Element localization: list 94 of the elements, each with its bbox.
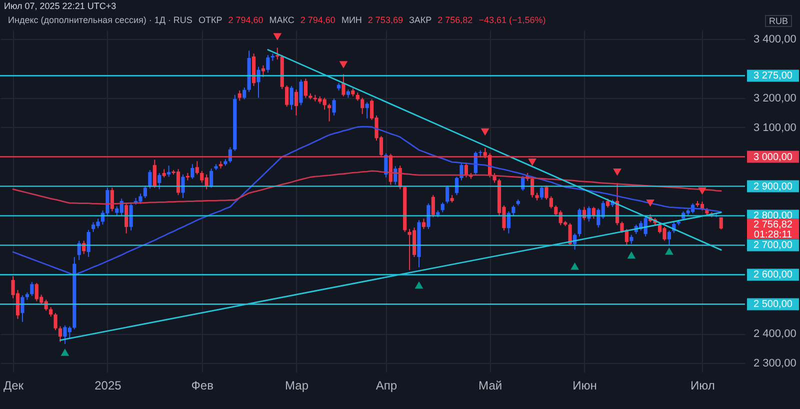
text: МАКС bbox=[269, 15, 294, 25]
y-tick-label: 3 100,00 bbox=[754, 122, 796, 134]
candlestick bbox=[261, 64, 266, 78]
candlestick bbox=[426, 202, 430, 230]
text: 2 794,60 bbox=[300, 15, 336, 25]
candlestick bbox=[167, 165, 171, 178]
candlestick bbox=[54, 312, 58, 331]
candlestick bbox=[360, 97, 364, 115]
candlestick bbox=[294, 89, 298, 116]
y-tick-label: 2 400,00 bbox=[754, 328, 796, 340]
point bbox=[273, 33, 282, 40]
candlestick bbox=[158, 172, 162, 190]
candlestick bbox=[422, 218, 426, 230]
point bbox=[339, 61, 348, 68]
text: −43,61 (−1,56%) bbox=[478, 15, 546, 25]
candlestick bbox=[58, 326, 62, 342]
candlestick bbox=[129, 202, 133, 231]
x-tick-label: Май bbox=[478, 378, 502, 392]
point bbox=[698, 187, 706, 195]
ref-line-label: 2 700,00 bbox=[754, 240, 793, 252]
candlestick bbox=[328, 103, 332, 122]
candlestick bbox=[242, 86, 246, 100]
text: МИН bbox=[341, 15, 362, 25]
candlestick bbox=[667, 230, 671, 246]
x-tick-label: Мар bbox=[285, 378, 309, 392]
y-tick-label: 3 400,00 bbox=[754, 33, 796, 46]
point bbox=[60, 348, 70, 356]
candlestick bbox=[143, 185, 147, 199]
candlestick bbox=[431, 194, 435, 218]
candlestick bbox=[276, 47, 280, 60]
candlestick bbox=[365, 102, 369, 119]
candlestick bbox=[719, 216, 723, 230]
ref-line-label: 2 800,00 bbox=[754, 210, 793, 222]
candlestick bbox=[540, 186, 544, 200]
candlestick bbox=[568, 222, 572, 246]
ref-line-label: 3 275,00 bbox=[754, 70, 793, 82]
ref-line-label: 2 600,00 bbox=[754, 270, 793, 281]
candlestick bbox=[512, 204, 516, 216]
text: ЗАКР bbox=[408, 15, 432, 25]
chart-title: Июл 07, 2025 22:21 UTC+3 bbox=[4, 1, 116, 11]
text: 2 756,82 bbox=[754, 219, 793, 230]
point bbox=[480, 128, 490, 136]
y-tick-label: 2 300,00 bbox=[754, 358, 796, 370]
candlestick bbox=[256, 66, 260, 98]
candlestick bbox=[290, 86, 294, 110]
candlestick bbox=[460, 162, 464, 181]
candlestick bbox=[446, 185, 450, 204]
candlestick bbox=[266, 54, 270, 74]
x-tick-label: Июл bbox=[690, 378, 715, 392]
chart-subtitle: Индекс (дополнительная сессия) · 1Д · RUS bbox=[8, 15, 192, 25]
point bbox=[627, 251, 636, 259]
text: 2 756,82 bbox=[438, 15, 473, 25]
candlestick bbox=[464, 162, 468, 178]
candlestick bbox=[209, 168, 214, 188]
candlestick bbox=[549, 196, 553, 209]
candlestick bbox=[238, 90, 242, 102]
point bbox=[414, 281, 424, 289]
text: RUB bbox=[764, 15, 792, 27]
candlestick bbox=[30, 282, 34, 296]
text: ОТКР bbox=[198, 15, 222, 25]
y-tick-label: 3 200,00 bbox=[754, 92, 796, 104]
x-tick-label: Июн bbox=[572, 378, 597, 392]
candlestick bbox=[195, 160, 199, 175]
candlestick bbox=[342, 74, 346, 97]
candlestick bbox=[190, 164, 194, 180]
ref-line-label: 2 500,00 bbox=[754, 299, 793, 310]
candlestick bbox=[299, 79, 303, 106]
text: 01:28:11 bbox=[754, 229, 793, 240]
text: 2 794,60 bbox=[228, 15, 264, 25]
point bbox=[613, 168, 622, 176]
ref-line-label: 3 000,00 bbox=[754, 152, 793, 163]
candlestick bbox=[124, 202, 128, 234]
ref-line-label: 2 900,00 bbox=[754, 181, 793, 192]
candlestick bbox=[544, 185, 548, 200]
candlestick bbox=[181, 174, 185, 199]
x-tick-label: Дек bbox=[3, 378, 24, 392]
point bbox=[665, 248, 674, 255]
candlestick bbox=[86, 229, 90, 258]
candlestick bbox=[440, 202, 444, 213]
candlestick bbox=[152, 159, 156, 188]
x-tick-label: 2025 bbox=[94, 378, 122, 392]
text: 2 753,69 bbox=[368, 15, 403, 25]
candlestick bbox=[48, 306, 53, 318]
candlestick bbox=[20, 294, 24, 322]
candlestick bbox=[285, 84, 289, 108]
candlestick bbox=[304, 78, 308, 98]
point bbox=[646, 199, 654, 207]
candlestick bbox=[332, 98, 336, 116]
x-tick-label: Фев bbox=[191, 378, 214, 392]
candlestick bbox=[110, 187, 114, 212]
candlestick bbox=[394, 166, 398, 186]
point bbox=[570, 262, 579, 270]
point bbox=[528, 158, 536, 166]
x-tick-label: Апр bbox=[376, 378, 398, 392]
